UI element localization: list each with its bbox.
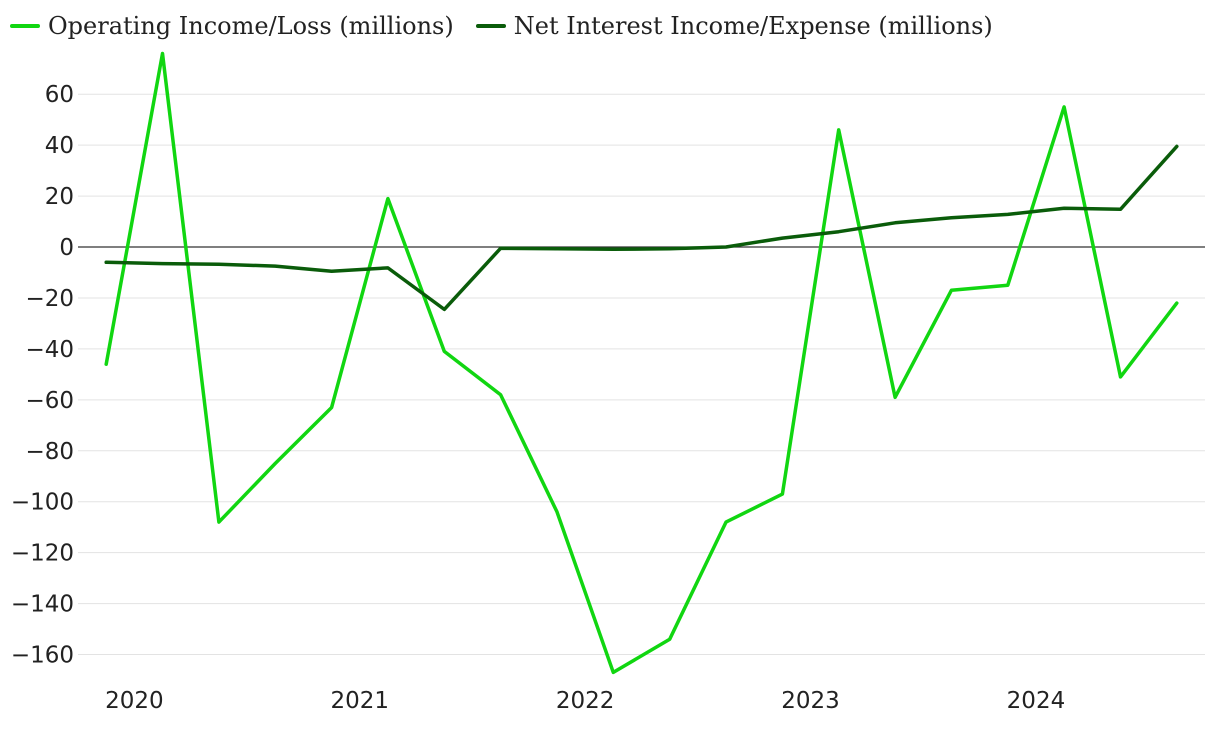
- y-tick-label: −160: [11, 643, 74, 669]
- y-tick-label: −120: [11, 541, 74, 567]
- x-axis-tick-labels: 2020 2021 2022 2023 2024: [105, 688, 1065, 714]
- x-tick-label: 2023: [781, 688, 840, 714]
- net-interest-line: [104, 144, 1179, 312]
- y-tick-label: −60: [25, 388, 74, 414]
- gridlines: [78, 93, 1205, 656]
- x-tick-label: 2024: [1007, 688, 1066, 714]
- y-tick-label: 0: [59, 235, 74, 261]
- y-tick-label: 60: [45, 82, 74, 108]
- chart-legend: Operating Income/Loss (millions) Net Int…: [10, 12, 1015, 40]
- y-tick-label: −140: [11, 592, 74, 618]
- legend-label-operating: Operating Income/Loss (millions): [48, 12, 454, 40]
- y-tick-label: −80: [25, 439, 74, 465]
- legend-item-interest: Net Interest Income/Expense (millions): [475, 12, 993, 40]
- y-tick-label: −40: [25, 337, 74, 363]
- y-axis-tick-labels: 60 40 20 0 −20 −40 −60 −80 −100 −120 −140 −160: [11, 82, 74, 668]
- operating-income-line: [104, 51, 1179, 675]
- y-tick-label: −100: [11, 490, 74, 516]
- y-tick-label: 20: [45, 184, 74, 210]
- y-tick-label: −20: [25, 286, 74, 312]
- y-tick-label: 40: [45, 133, 74, 159]
- legend-swatch-interest: [475, 24, 506, 28]
- legend-swatch-operating: [10, 24, 40, 28]
- legend-item-operating: Operating Income/Loss (millions): [10, 12, 454, 40]
- legend-label-interest: Net Interest Income/Expense (millions): [513, 12, 993, 40]
- x-tick-label: 2020: [105, 688, 164, 714]
- x-tick-label: 2022: [556, 688, 615, 714]
- series-lines: [104, 51, 1179, 675]
- x-tick-label: 2021: [330, 688, 389, 714]
